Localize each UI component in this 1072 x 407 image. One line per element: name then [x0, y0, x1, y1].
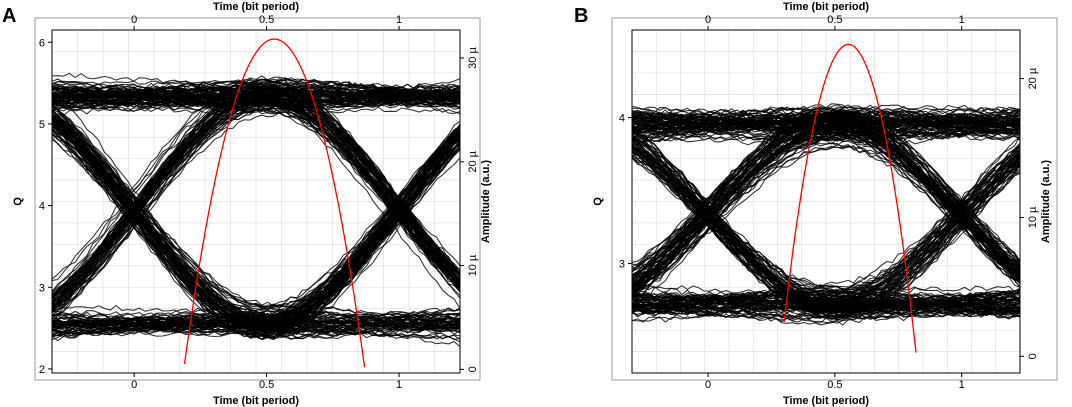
y-right-tick-label: 0 [1027, 353, 1039, 359]
eye-trace [631, 297, 1021, 318]
eye-trace [631, 109, 1021, 136]
y-left-tick-label: 6 [39, 37, 45, 49]
eye-trace [51, 98, 460, 316]
x-tick-label-top: 0.5 [259, 14, 274, 26]
eye-trace [51, 87, 461, 289]
eye-trace [631, 115, 1021, 284]
eye-trace [631, 107, 1021, 264]
y-right-tick-label: 20 µ [467, 150, 479, 172]
y-left-tick-label: 5 [39, 119, 45, 131]
y-left-tick-label: 4 [39, 201, 45, 213]
eye-trace [51, 122, 461, 327]
panel-b-label: B [574, 5, 588, 27]
eye-trace [631, 113, 1021, 284]
panel-a-left-y-title: Q [12, 197, 24, 206]
panel-b-top-x-title: Time (bit period) [783, 1, 869, 13]
panel-a-ticks: 0 0 0.5 0.5 1 1 2 3 4 5 6 0 10 µ 20 µ 30 µ [39, 14, 479, 391]
eye-trace [631, 114, 1021, 266]
eye-trace [51, 127, 461, 340]
eye-trace [631, 145, 1021, 291]
eye-trace [51, 314, 461, 332]
x-tick-label-top: 0 [705, 14, 711, 26]
panel-b-left-y-title: Q [592, 197, 604, 206]
eye-trace [51, 100, 461, 290]
eye-trace [51, 85, 461, 301]
x-tick-label-bottom: 1 [959, 379, 965, 391]
x-tick-label-bottom: 0.5 [827, 379, 842, 391]
panel-a: A 0 0 0.5 0.5 1 1 2 3 4 5 6 0 10 µ 20 µ 30 µ Time (bit… [2, 1, 492, 407]
eye-trace [51, 313, 461, 339]
panel-b-right-y-title: Amplitude (a.u.) [1040, 160, 1052, 243]
eye-trace [631, 154, 1021, 317]
eye-trace [51, 78, 461, 305]
eye-trace [631, 298, 1021, 321]
panel-a-bottom-x-title: Time (bit period) [213, 395, 299, 407]
y-right-tick-label: 30 µ [467, 47, 479, 69]
eye-trace [631, 127, 1021, 294]
panel-b-ticks: 0 0 0.5 0.5 1 1 3 4 0 10 µ 20 µ [619, 14, 1039, 391]
y-right-tick-label: 0 [467, 366, 479, 372]
eye-trace [631, 290, 1021, 316]
eye-trace [51, 117, 461, 329]
panel-b: B 0 0 0.5 0.5 1 1 3 4 0 10 µ 20 µ Time (bit period… [574, 1, 1058, 407]
eye-trace [51, 88, 461, 303]
panel-a-eye-traces [51, 72, 461, 348]
x-tick-label-bottom: 0 [131, 379, 137, 391]
panel-a-right-y-title: Amplitude (a.u.) [480, 160, 492, 243]
x-tick-label-top: 0 [131, 14, 137, 26]
eye-trace [631, 283, 1021, 314]
y-left-tick-label: 3 [619, 259, 625, 271]
x-tick-label-top: 1 [959, 14, 965, 26]
eye-trace [631, 156, 1021, 321]
eye-trace [51, 110, 461, 329]
eye-trace [51, 93, 461, 108]
panel-a-label: A [2, 5, 16, 27]
eye-trace [51, 114, 461, 311]
eye-trace [631, 150, 1021, 288]
panel-b-eye-traces [631, 103, 1021, 326]
panel-a-plot-frame [51, 29, 461, 374]
eye-trace [631, 144, 1021, 300]
panel-b-q-factor-curve [783, 43, 917, 353]
eye-trace [51, 119, 461, 338]
y-right-tick-label: 20 µ [1027, 67, 1039, 89]
eye-trace [51, 310, 461, 321]
eye-trace [51, 78, 461, 101]
y-right-tick-label: 10 µ [1027, 206, 1039, 228]
eye-trace [631, 292, 1021, 304]
eye-trace [51, 89, 461, 105]
eye-trace [631, 125, 1021, 275]
y-right-tick-label: 10 µ [467, 254, 479, 276]
y-left-tick-label: 4 [619, 113, 625, 125]
y-left-tick-label: 2 [39, 364, 45, 376]
eye-trace [631, 292, 1021, 311]
x-tick-label-bottom: 1 [396, 379, 402, 391]
eye-trace [51, 81, 461, 280]
panel-b-plot-frame [631, 29, 1021, 374]
eye-trace [51, 87, 461, 99]
eye-trace [631, 133, 1021, 320]
x-tick-label-bottom: 0 [705, 379, 711, 391]
x-tick-label-bottom: 0.5 [259, 379, 274, 391]
eye-trace [51, 120, 461, 321]
panel-b-bottom-x-title: Time (bit period) [783, 395, 869, 407]
eye-trace [51, 92, 461, 283]
eye-trace [631, 127, 1021, 282]
x-tick-label-top: 1 [396, 14, 402, 26]
panel-a-top-x-title: Time (bit period) [213, 1, 299, 13]
x-tick-label-top: 0.5 [827, 14, 842, 26]
panel-a-q-factor-curve [183, 38, 366, 368]
eye-trace [51, 87, 461, 300]
eye-trace [51, 148, 461, 325]
eye-trace [51, 103, 461, 310]
eye-trace [51, 94, 461, 105]
eye-trace [51, 77, 461, 292]
eye-trace [51, 88, 461, 282]
eye-trace [631, 290, 1021, 310]
y-left-tick-label: 3 [39, 282, 45, 294]
